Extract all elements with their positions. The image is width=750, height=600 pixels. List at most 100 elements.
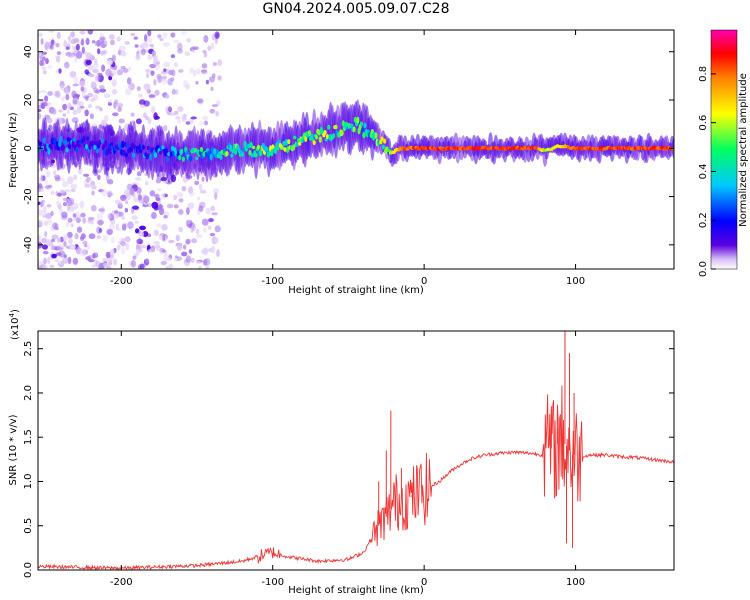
spectrogram-noise-cell (168, 239, 175, 244)
spectrogram-noise-cell (210, 42, 215, 50)
spectrogram-noise-cell (139, 231, 145, 237)
spectrogram-ridge-cell (47, 147, 51, 155)
spectrogram-noise-cell (195, 261, 202, 264)
spectrogram-noise-cell (120, 241, 126, 247)
spectrogram-ridge-cell (66, 137, 70, 142)
spectrogram-ridge-cell (82, 135, 86, 143)
spectrogram-ridge-cell (261, 142, 265, 149)
spectrogram-noise-cell (66, 109, 70, 115)
spectrogram-noise-cell (109, 249, 115, 257)
spectrogram-ridge-cell (172, 151, 176, 157)
spectrogram-ridge-cell (254, 153, 258, 158)
spectrogram-noise-cell (56, 254, 60, 261)
spectrogram-noise-cell (110, 39, 115, 46)
colorbar-label: Normalized spectral amplitude (738, 73, 749, 227)
spectrogram-noise-cell (120, 50, 127, 57)
spectrogram-ridge-cell (178, 154, 182, 161)
spectrogram-noise-cell (92, 253, 96, 259)
spectrogram-noise-cell (47, 102, 52, 106)
spectrogram-noise-cell (54, 174, 61, 180)
spectrogram-noise-cell (130, 259, 137, 268)
spectrogram-noise-cell (62, 103, 68, 111)
spectrogram-ridge-cell (158, 150, 162, 155)
spectrogram-noise-cell (90, 98, 95, 102)
spectrogram-noise-cell (135, 228, 140, 234)
spectrogram-noise-cell (182, 116, 187, 121)
spectrogram-noise-cell (165, 94, 170, 99)
spectrogram-noise-cell (140, 48, 146, 56)
spectrogram-noise-cell (176, 192, 184, 198)
spectrogram-ridge-cell (77, 143, 81, 148)
spectrogram-noise-cell (176, 256, 183, 261)
spectrogram-noise-cell (99, 107, 103, 112)
spectrogram-noise-cell (118, 45, 126, 52)
spectrogram-noise-cell (136, 86, 141, 91)
spectrogram-noise-cell (79, 200, 85, 209)
spectrogram-noise-cell (47, 91, 53, 96)
spectrogram-noise-cell (132, 205, 139, 210)
spectrogram-noise-cell (88, 104, 92, 109)
spectrogram-noise-cell (38, 90, 41, 94)
spectrogram-noise-cell (45, 212, 53, 219)
spectrogram-noise-cell (198, 201, 206, 209)
spectrogram-noise-cell (134, 220, 139, 224)
spectrogram-noise-cell (57, 237, 61, 243)
spectrogram-noise-cell (205, 207, 211, 215)
colorbar-tick-label: 0.6 (698, 115, 709, 131)
spectrogram-noise-cell (170, 32, 176, 38)
spectrogram-noise-cell (177, 106, 184, 112)
spectrogram-noise-cell (64, 189, 71, 193)
spectrogram-noise-cell (153, 112, 158, 120)
spectrogram-noise-cell (93, 87, 99, 93)
spectrogram-noise-cell (202, 115, 209, 121)
spectrogram-noise-cell (163, 215, 168, 219)
spectrogram-ridge-cell (387, 149, 391, 153)
spectrogram-noise-cell (91, 190, 95, 196)
spectrogram-ridge-cell (204, 151, 208, 158)
spectrogram-noise-cell (113, 258, 118, 266)
spectrogram-noise-cell (91, 264, 96, 268)
spectrogram-noise-cell (177, 48, 183, 54)
spectrogram-noise-cell (101, 64, 106, 72)
spectrogram-ridge-cell (298, 141, 302, 146)
spectrogram-noise-cell (61, 180, 69, 188)
spectrogram-noise-cell (139, 263, 145, 269)
spectrogram-noise-cell (102, 258, 107, 263)
spectrogram-ridge-cell (282, 140, 286, 147)
spectrogram-noise-cell (187, 186, 194, 194)
spectrogram-noise-cell (189, 117, 194, 125)
spectrogram-noise-cell (41, 237, 48, 244)
colorbar-ticks: 0.0 0.2 0.4 0.6 0.8 (698, 66, 716, 277)
spectrogram-noise-cell (213, 188, 219, 194)
spectrogram-noise-cell (52, 108, 57, 115)
spectrogram-noise-cell (72, 109, 78, 115)
spectrogram-ridge-cell (362, 132, 366, 139)
spectrogram-noise-cell (142, 41, 149, 49)
spectrogram-noise-cell (65, 221, 70, 228)
spectrogram-ridge-cell (64, 139, 68, 146)
spectrogram-noise-cell (190, 228, 194, 233)
spectrogram-noise-cell (165, 105, 172, 112)
spectrogram-noise-cell (41, 56, 47, 61)
spectrogram-ridge-cell (54, 145, 58, 151)
snr-y-tick-label: 1.5 (23, 429, 34, 445)
spectrogram-noise-cell (203, 51, 208, 58)
spectrogram-noise-cell (75, 50, 83, 59)
spectrogram-ridge-cell (146, 145, 150, 151)
spectrogram-ridge-cell (166, 156, 170, 162)
colorbar-tick-label: 0.4 (698, 163, 709, 179)
chart-title: GN04.2024.005.09.07.C28 (262, 1, 450, 17)
spectrogram-ridge-cell (95, 148, 99, 154)
spectrogram-ridge-cell (132, 152, 136, 158)
spectrogram-noise-cell (199, 183, 203, 191)
spectrogram-noise-cell (98, 208, 105, 212)
spectrogram-noise-cell (124, 188, 131, 197)
spectrogram-noise-cell (187, 202, 195, 209)
snr-exponent-prefix: (x10 (10, 317, 21, 340)
spectrogram-noise-cell (177, 119, 182, 124)
spectrogram-noise-cell (63, 241, 67, 247)
spectrogram-ridge-cell (370, 129, 374, 134)
spectrogram-x-ticks: -200 -100 0 100 (110, 30, 585, 287)
spectrogram-noise-cell (62, 113, 67, 117)
spectrogram-ridge-cell (363, 122, 367, 129)
